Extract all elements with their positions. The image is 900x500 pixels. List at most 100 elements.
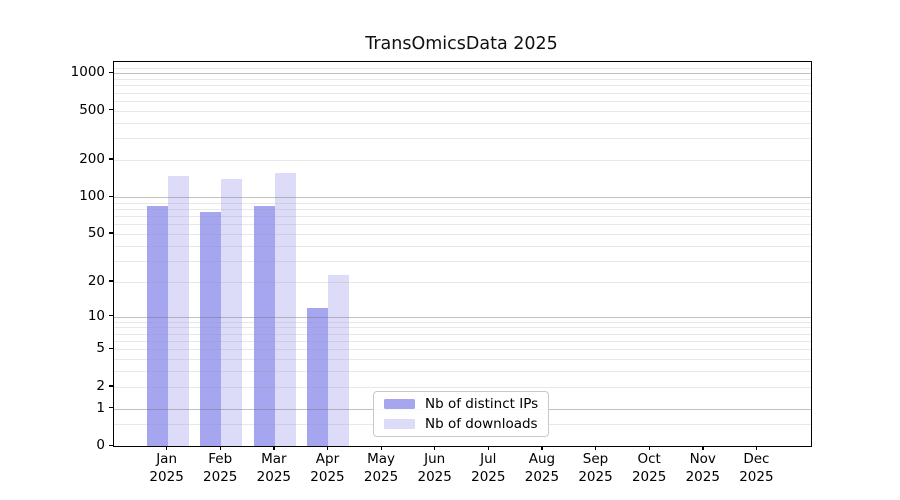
minor-gridline bbox=[114, 85, 811, 87]
legend-swatch-distinct-ips bbox=[384, 398, 415, 410]
x-tick-mark bbox=[487, 446, 490, 450]
x-tick-year: 2025 bbox=[471, 468, 506, 485]
x-tick-label-oct: Oct 2025 bbox=[621, 451, 677, 486]
legend-swatch-downloads bbox=[384, 418, 415, 430]
y-tick-mark bbox=[109, 71, 113, 74]
x-tick-year: 2025 bbox=[310, 468, 345, 485]
x-tick-mark bbox=[166, 446, 168, 450]
bar-downloads-jan bbox=[167, 176, 189, 446]
x-tick-mark bbox=[326, 446, 329, 450]
y-tick-label: 200 bbox=[79, 150, 105, 167]
x-tick-year: 2025 bbox=[739, 468, 774, 485]
x-tick-mark bbox=[273, 446, 275, 450]
bar-downloads-apr bbox=[328, 274, 350, 446]
x-tick-year: 2025 bbox=[149, 468, 184, 485]
y-tick-mark bbox=[109, 347, 113, 350]
y-tick-label: 10 bbox=[87, 307, 105, 324]
y-tick-mark bbox=[109, 158, 113, 160]
y-tick-mark bbox=[109, 109, 113, 111]
minor-gridline bbox=[114, 233, 811, 235]
y-tick-label: 0 bbox=[96, 437, 105, 453]
y-tick-label: 2 bbox=[96, 377, 105, 394]
x-tick-year: 2025 bbox=[256, 468, 292, 485]
y-tick-label: 500 bbox=[79, 101, 105, 118]
minor-gridline bbox=[114, 281, 811, 283]
x-tick-month: May bbox=[367, 451, 396, 467]
x-tick-year: 2025 bbox=[203, 468, 238, 485]
x-tick-month: Oct bbox=[637, 451, 661, 467]
minor-gridline bbox=[114, 260, 811, 262]
minor-gridline bbox=[114, 349, 811, 351]
bar-downloads-feb bbox=[221, 179, 243, 446]
x-tick-mark bbox=[434, 446, 436, 450]
legend-item-downloads: Nb of downloads bbox=[384, 416, 538, 432]
bar-downloads-mar bbox=[274, 172, 296, 446]
x-tick-label-apr: Apr 2025 bbox=[299, 451, 355, 486]
minor-gridline bbox=[114, 92, 811, 94]
x-tick-mark bbox=[380, 446, 382, 450]
x-tick-label-jun: Jun 2025 bbox=[407, 451, 463, 486]
bar-distinct-ips-mar bbox=[253, 206, 275, 446]
minor-gridline bbox=[114, 202, 811, 204]
minor-gridline bbox=[114, 327, 811, 329]
legend-label-distinct-ips: Nb of distinct IPs bbox=[425, 396, 539, 412]
plot-area bbox=[113, 61, 812, 447]
major-gridline bbox=[114, 73, 811, 75]
bar-distinct-ips-apr bbox=[307, 307, 329, 446]
x-tick-label-feb: Feb 2025 bbox=[192, 451, 248, 486]
minor-gridline bbox=[114, 333, 811, 335]
minor-gridline bbox=[114, 341, 811, 343]
x-tick-month: Sep bbox=[582, 451, 609, 467]
x-tick-month: Apr bbox=[315, 451, 340, 467]
x-tick-mark bbox=[702, 446, 704, 450]
x-tick-label-dec: Dec 2025 bbox=[728, 451, 784, 486]
x-tick-month: Nov bbox=[689, 451, 716, 467]
x-tick-mark bbox=[219, 446, 222, 450]
x-tick-year: 2025 bbox=[631, 468, 667, 485]
x-tick-year: 2025 bbox=[363, 468, 399, 485]
y-tick-mark bbox=[109, 195, 113, 197]
x-tick-mark bbox=[595, 446, 597, 450]
minor-gridline bbox=[114, 386, 811, 388]
chart-title: TransOmicsData 2025 bbox=[365, 34, 558, 54]
x-tick-year: 2025 bbox=[417, 468, 452, 485]
x-tick-label-jan: Jan 2025 bbox=[139, 451, 195, 486]
y-tick-label: 50 bbox=[87, 224, 105, 241]
x-tick-year: 2025 bbox=[685, 468, 720, 485]
x-tick-label-aug: Aug 2025 bbox=[514, 451, 570, 486]
x-tick-year: 2025 bbox=[524, 468, 560, 485]
x-tick-month: Feb bbox=[208, 451, 233, 467]
y-tick-mark bbox=[109, 280, 113, 282]
y-tick-mark bbox=[109, 444, 113, 446]
y-tick-mark bbox=[109, 315, 113, 317]
y-tick-label: 20 bbox=[87, 272, 105, 289]
x-tick-mark bbox=[755, 446, 758, 450]
major-gridline bbox=[114, 197, 811, 199]
minor-gridline bbox=[114, 159, 811, 161]
y-tick-label: 1 bbox=[96, 399, 105, 416]
x-tick-mark bbox=[648, 446, 650, 450]
x-tick-month: Jun bbox=[424, 451, 446, 467]
minor-gridline bbox=[114, 321, 811, 323]
minor-gridline bbox=[114, 216, 811, 218]
legend-label-downloads: Nb of downloads bbox=[425, 416, 538, 432]
x-tick-label-may: May 2025 bbox=[353, 451, 409, 486]
y-tick-mark bbox=[109, 385, 113, 387]
x-tick-month: Jul bbox=[480, 451, 497, 467]
y-tick-label: 5 bbox=[96, 340, 105, 357]
x-tick-month: Mar bbox=[261, 451, 287, 467]
x-tick-label-mar: Mar 2025 bbox=[246, 451, 302, 486]
minor-gridline bbox=[114, 208, 811, 210]
x-tick-month: Dec bbox=[743, 451, 770, 467]
y-tick-label: 1000 bbox=[70, 64, 105, 81]
x-tick-month: Aug bbox=[528, 451, 556, 467]
major-gridline bbox=[114, 316, 811, 318]
minor-gridline bbox=[114, 110, 811, 112]
minor-gridline bbox=[114, 359, 811, 361]
bar-distinct-ips-jan bbox=[146, 206, 168, 446]
bar-distinct-ips-feb bbox=[200, 211, 222, 446]
y-tick-label: 100 bbox=[79, 188, 105, 205]
minor-gridline bbox=[114, 79, 811, 81]
minor-gridline bbox=[114, 224, 811, 226]
